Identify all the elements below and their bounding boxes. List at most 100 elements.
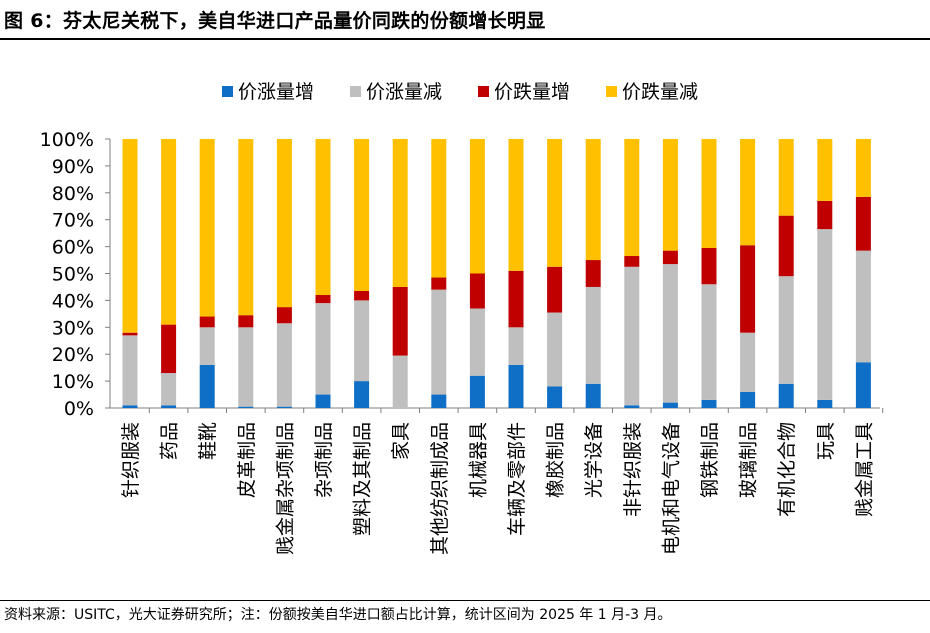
bar-segment (199, 139, 215, 317)
legend-swatch (222, 86, 233, 97)
bar-segment (817, 200, 833, 230)
y-tick-label: 70% (52, 210, 94, 232)
bar-segment (547, 386, 563, 408)
bottom-rule (0, 600, 930, 601)
x-tick-label: 电机和电气设备 (660, 422, 682, 555)
source-note: 资料来源：USITC，光大证券研究所；注：份额按美自华进口额占比计算，统计区间为… (4, 607, 672, 623)
bar-segment (508, 364, 524, 408)
bar-segment (161, 139, 177, 325)
bar-segment (238, 315, 254, 328)
y-tick-label: 0% (64, 398, 94, 420)
stacked-bar-chart: 价涨量增 价涨量减 价跌量增 价跌量减 0% 10% 20% 30% 40% 50% 60% 70%… (40, 81, 884, 555)
x-tick-label: 橡胶制品 (545, 422, 567, 498)
bar-segment (392, 139, 408, 287)
bar-segment (122, 332, 138, 336)
bar-segment (547, 312, 563, 387)
bar-segment (817, 399, 833, 408)
bar-segment (238, 406, 254, 408)
x-tick-label: 有机化合物 (776, 422, 798, 517)
bar-segment (662, 264, 678, 403)
bar-segment (585, 286, 601, 384)
bar-segment (508, 270, 524, 328)
bar-segment (238, 327, 254, 407)
bar-segment (431, 394, 447, 408)
bar-segment (122, 139, 138, 333)
legend-label: 价涨量减 (366, 81, 442, 103)
bar-segment (855, 196, 871, 251)
bar-segment (740, 332, 756, 392)
bar-segment (276, 139, 292, 308)
bar-segment (740, 245, 756, 333)
x-tick-label: 针织服装 (120, 422, 142, 498)
x-tick-label: 非针织服装 (622, 422, 644, 517)
bar-segment (508, 327, 524, 365)
x-tick-label: 机械器具 (467, 422, 489, 498)
top-rule (0, 38, 930, 40)
bar-segment (701, 247, 717, 285)
bar-segment (662, 139, 678, 251)
bar-segment (624, 256, 640, 267)
bar-segment (161, 373, 177, 406)
bar-segment (547, 266, 563, 313)
bar-segment (354, 381, 370, 408)
bar-segment (431, 289, 447, 395)
bar-segment (315, 394, 331, 408)
x-tick-label: 玩具 (815, 422, 837, 460)
bar-segment (662, 250, 678, 265)
x-tick-label: 鞋靴 (197, 422, 219, 460)
bar-segment (354, 290, 370, 301)
bar-segment (276, 307, 292, 324)
bar-segment (354, 139, 370, 291)
legend-label: 价跌量减 (622, 81, 698, 103)
legend-swatch (606, 86, 617, 97)
legend-swatch (478, 86, 489, 97)
bar-segment (469, 139, 485, 274)
bar-segment (276, 323, 292, 407)
bar-segment (469, 273, 485, 309)
bar-segment (392, 286, 408, 356)
bar-segment (547, 139, 563, 267)
bar-segment (161, 405, 177, 408)
y-tick-label: 40% (52, 290, 94, 312)
bar-segment (855, 362, 871, 408)
bar-segment (585, 139, 601, 261)
bar-segment (624, 266, 640, 406)
bar-segment (585, 260, 601, 287)
bar-segment (122, 335, 138, 406)
y-axis: 0% 10% 20% 30% 40% 50% 60% 70% 80% 90% 100% (40, 129, 880, 420)
x-tick-label: 光学设备 (583, 422, 605, 498)
bar-segment (199, 364, 215, 408)
bar-segment (585, 383, 601, 408)
x-tick-label: 杂项制品 (313, 422, 335, 498)
bar-segment (855, 139, 871, 197)
bar-segment (276, 406, 292, 408)
x-axis-labels: 针织服装 药品 鞋靴 皮革制品 贱金属杂项制品 杂项制品 塑料及其制品 家具 其他纺织制成品 机械… (120, 422, 875, 555)
x-tick-label: 贱金属杂项制品 (274, 422, 296, 555)
y-tick-label: 90% (52, 156, 94, 178)
x-tick-label: 其他纺织制成品 (429, 422, 451, 555)
bar-segment (315, 139, 331, 296)
bar-segment (431, 139, 447, 278)
y-tick-label: 30% (52, 317, 94, 339)
x-tick-label: 贱金属工具 (853, 422, 875, 517)
x-tick-label: 钢铁制品 (699, 422, 721, 498)
legend-label: 价涨量增 (238, 81, 314, 103)
bar-segment (508, 139, 524, 271)
bar-segment (624, 405, 640, 408)
bar-segment (624, 139, 640, 257)
bars (122, 139, 884, 413)
bar-segment (315, 295, 331, 304)
x-tick-label: 皮革制品 (236, 422, 258, 498)
bar-segment (315, 303, 331, 395)
bar-segment (161, 324, 177, 374)
bar-segment (855, 250, 871, 363)
y-tick-label: 10% (52, 371, 94, 393)
bar-segment (817, 229, 833, 400)
y-tick-label: 100% (40, 129, 94, 151)
bar-segment (778, 139, 794, 216)
legend-swatch (350, 86, 361, 97)
x-tick-label: 塑料及其制品 (352, 422, 374, 536)
bar-segment (701, 139, 717, 248)
bar-segment (817, 139, 833, 201)
bar-segment (778, 215, 794, 277)
